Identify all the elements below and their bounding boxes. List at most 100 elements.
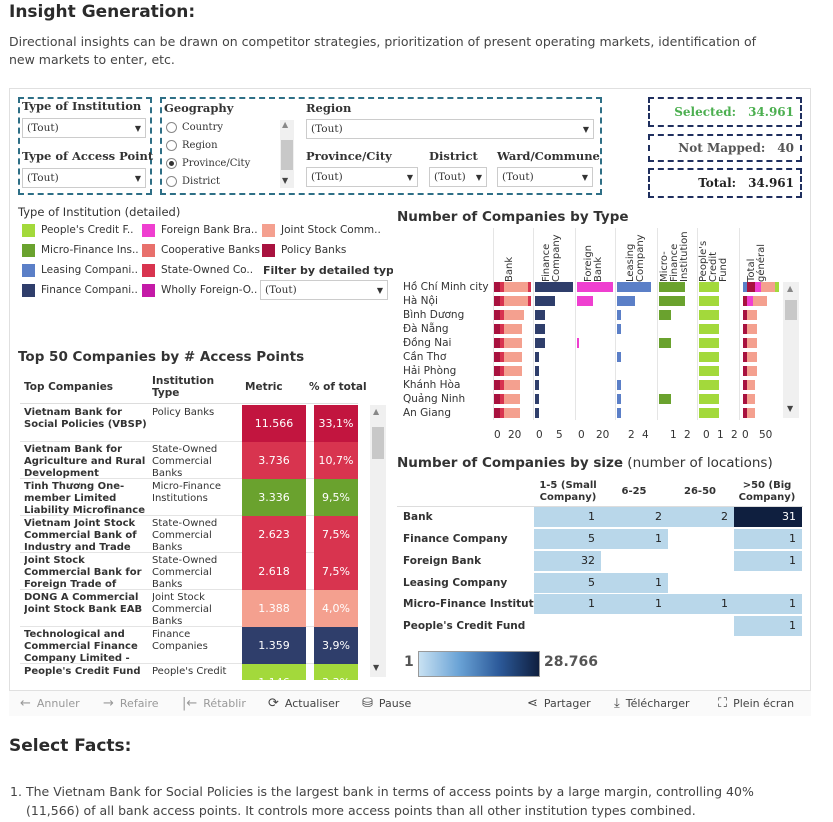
column-header: Total général (746, 243, 767, 282)
by-size-title-wrap: Number of Companies by size (number of l… (397, 455, 773, 471)
scale-max: 28.766 (544, 654, 599, 670)
column-header: Foreign Bank (583, 244, 604, 282)
legend-item[interactable]: Wholly Foreign-O.. (142, 281, 262, 299)
chevron-down-icon: ▼ (582, 124, 589, 134)
legend-item[interactable]: State-Owned Co.. (142, 261, 262, 279)
size-cell: 5 (534, 573, 601, 593)
column-header: People's Credit Fund (698, 240, 729, 282)
size-cell: 1 (734, 529, 802, 549)
scale-min: 1 (404, 654, 414, 670)
type-of-institution-select[interactable]: (Tout) ▼ (22, 118, 146, 138)
scroll-thumb[interactable] (372, 427, 384, 459)
table-row[interactable]: Vietnam Bank for Agriculture and Rural D… (20, 442, 358, 479)
city-label: Hồ Chí Minh city (403, 281, 489, 293)
size-cell: 2 (601, 507, 668, 527)
legend-item[interactable]: Policy Banks (262, 241, 390, 259)
column-header: Leasing Company (625, 234, 646, 282)
size-col-header: >50 (Big Company) (738, 480, 796, 503)
district-label: District (429, 149, 478, 163)
size-cell: 1 (534, 594, 601, 614)
col-institution-type: Institution Type (152, 375, 215, 399)
revert-button[interactable]: |← Rétablir (182, 696, 246, 711)
column-header: Bank (504, 256, 515, 282)
city-label: Bình Dương (403, 309, 465, 321)
refresh-button[interactable]: ⟳ Actualiser (268, 696, 340, 711)
city-label: Đồng Nai (403, 337, 452, 349)
legend: People's Credit F.. Micro-Finance Ins.. … (22, 221, 393, 301)
scroll-up-icon[interactable]: ▲ (373, 407, 380, 416)
legend-item[interactable]: Finance Compani.. (22, 281, 142, 299)
region-select[interactable]: (Tout) ▼ (306, 119, 594, 139)
city-label: Cần Thơ (403, 351, 447, 363)
size-row-label: Leasing Company (403, 577, 508, 589)
institution-filter-group (18, 97, 152, 195)
scroll-up-icon[interactable]: ▲ (282, 120, 289, 129)
download-button[interactable]: ⤓ Télécharger (614, 696, 690, 711)
pause-button[interactable]: ⛁ Pause (362, 696, 412, 711)
filter-detailed-type-select[interactable]: (Tout) ▼ (260, 280, 388, 300)
scroll-down-icon[interactable]: ▼ (787, 404, 794, 413)
legend-item[interactable]: People's Credit F.. (22, 221, 142, 239)
table-row[interactable]: Tinh Thương One-member Limited Liability… (20, 479, 358, 516)
top50-body: Vietnam Bank for Social Policies (VBSP) P… (0, 405, 370, 680)
scroll-thumb[interactable] (281, 140, 293, 170)
scroll-down-icon[interactable]: ▼ (373, 663, 380, 672)
download-icon: ⤓ (614, 696, 620, 711)
city-label: Khánh Hòa (403, 379, 461, 391)
district-select[interactable]: (Tout) ▼ (429, 167, 487, 187)
city-label: Quảng Ninh (403, 393, 466, 405)
by-type-title: Number of Companies by Type (397, 209, 629, 225)
size-cell: 32 (534, 551, 601, 571)
filter-detailed-type-label: Filter by detailed type (263, 263, 393, 277)
database-icon: ⛁ (362, 696, 373, 711)
legend-item[interactable]: Joint Stock Comm.. (262, 221, 390, 239)
undo-button[interactable]: ← Annuler (20, 696, 80, 711)
geography-radio-list: Country Region Province/City District (166, 118, 296, 190)
size-col-header: 1-5 (Small Company) (539, 480, 597, 503)
legend-item[interactable]: Cooperative Banks (142, 241, 262, 259)
refresh-icon: ⟳ (268, 696, 279, 711)
table-row[interactable]: Vietnam Joint Stock Commercial Bank of I… (20, 516, 358, 553)
page-title: Insight Generation: (9, 2, 196, 22)
table-row[interactable]: DONG A Commercial Joint Stock Bank EAB Jo… (20, 590, 358, 627)
size-cell: 2 (668, 507, 734, 527)
by-type-scrollbar[interactable]: ▲ ▼ (783, 282, 799, 418)
scroll-down-icon[interactable]: ▼ (282, 176, 289, 185)
by-size-title: Number of Companies by size (397, 455, 623, 471)
table-row[interactable]: Joint Stock Commercial Bank for Foreign … (20, 553, 358, 590)
col-metric: Metric (245, 381, 283, 393)
city-label: Hải Phòng (403, 365, 457, 377)
scroll-up-icon[interactable]: ▲ (787, 284, 794, 293)
size-cell: 1 (734, 594, 802, 614)
type-of-access-point-select[interactable]: (Tout) ▼ (22, 168, 146, 188)
table-row[interactable]: Technological and Commercial Finance Com… (20, 627, 358, 664)
fullscreen-button[interactable]: ⛶ Plein écran (718, 696, 795, 711)
by-type-chart: Bank Finance Company Foreign Bank Leasin… (397, 228, 803, 443)
redo-button[interactable]: → Refaire (103, 696, 159, 711)
legend-item[interactable]: Foreign Bank Bra.. (142, 221, 262, 239)
geography-label: Geography (164, 101, 234, 115)
size-row-label: Bank (403, 511, 433, 523)
size-row-label: Finance Company (403, 533, 508, 545)
intro-text: Directional insights can be drawn on com… (9, 34, 757, 67)
scroll-thumb[interactable] (785, 300, 797, 320)
share-button[interactable]: ⋖ Partager (527, 696, 591, 711)
chevron-down-icon: ▼ (581, 172, 588, 182)
kpi-not-mapped: Not Mapped: 40 (648, 134, 802, 162)
radio-province-city[interactable]: Province/City (166, 154, 296, 172)
legend-item[interactable]: Leasing Compani.. (22, 261, 142, 279)
toolbar (9, 690, 811, 716)
top50-title: Top 50 Companies by # Access Points (18, 349, 305, 365)
legend-item[interactable]: Micro-Finance Ins.. (22, 241, 142, 259)
ward-select[interactable]: (Tout) ▼ (497, 167, 593, 187)
arrow-left-icon: ← (20, 696, 31, 711)
radio-region[interactable]: Region (166, 136, 296, 154)
province-select[interactable]: (Tout) ▼ (306, 167, 418, 187)
top50-scrollbar[interactable]: ▲ ▼ (370, 405, 386, 677)
radio-country[interactable]: Country (166, 118, 296, 136)
table-row[interactable]: Vietnam Bank for Social Policies (VBSP) P… (20, 405, 358, 442)
geography-scrollbar[interactable]: ▲ ▼ (280, 120, 294, 188)
size-cell: 1 (534, 507, 601, 527)
radio-district[interactable]: District (166, 172, 296, 190)
